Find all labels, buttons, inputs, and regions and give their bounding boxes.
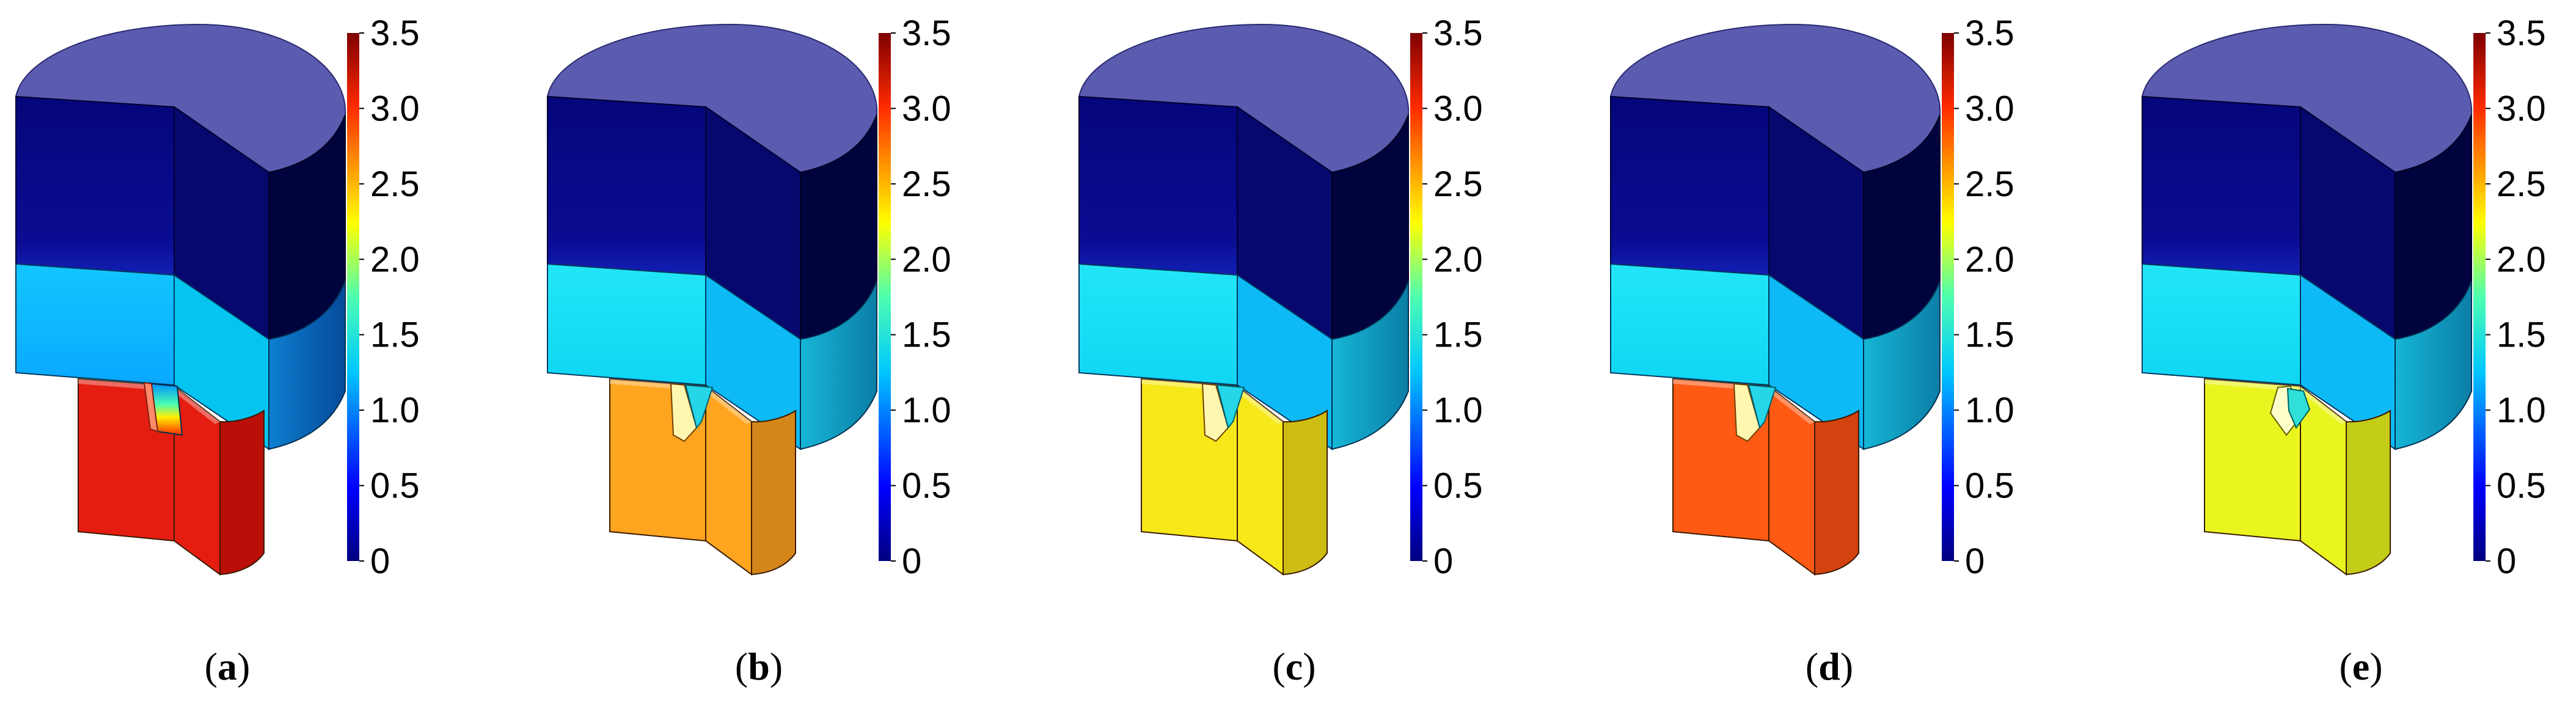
colorbar-tick-label: 3.0 (2497, 89, 2546, 128)
notch-wall (143, 381, 159, 433)
middle-band-front (1078, 263, 1238, 386)
middle-band-front (1610, 263, 1769, 386)
lower-block-curved-side (751, 409, 796, 576)
lower-block-cut-face (174, 384, 221, 576)
panel-d: 3.5 3.0 2.5 2.0 1.5 1.0 0.5 0 (d) (1609, 13, 2014, 688)
colorbar-tick-label: 2.0 (1965, 240, 2014, 279)
panel-letter: a (218, 645, 237, 688)
colorbar-tick-label: 1.5 (1433, 315, 1483, 355)
middle-band-curved-side (1331, 280, 1409, 450)
colorbar-tick-label: 3.0 (370, 89, 420, 128)
colorbar-tick-label: 1.0 (370, 391, 420, 430)
colorbar-tick-label: 3.5 (902, 13, 951, 53)
colorbar (2473, 33, 2486, 561)
colorbar-tick-label: 3.5 (370, 13, 420, 53)
lower-block-curved-side (219, 409, 265, 576)
colorbar-tick-label: 3.0 (1433, 89, 1483, 128)
panel-letter: c (1286, 645, 1303, 688)
colorbar-tick-label: 2.0 (902, 240, 951, 279)
colorbar-tick-label: 1.5 (1965, 315, 2014, 355)
middle-band-curved-side (268, 280, 346, 450)
colorbar-tick-label: 2.5 (1433, 164, 1483, 204)
notch-inner (2286, 387, 2311, 430)
panel-caption: (d) (1806, 645, 1853, 688)
middle-band-curved-side (1863, 280, 1941, 450)
notch-inner (1747, 384, 1777, 430)
colorbar-tick-label: 1.0 (902, 391, 951, 430)
upper-block-front (1078, 95, 1238, 276)
upper-block-front (2142, 95, 2301, 276)
colorbar-tick-label: 1.0 (1433, 391, 1483, 430)
colorbar-tick-label: 0 (1965, 541, 1985, 581)
panel-e: 3.5 3.0 2.5 2.0 1.5 1.0 0.5 0 (e) (2141, 13, 2546, 688)
colorbar-tick-label: 0 (2497, 541, 2516, 581)
panel-letter: d (1818, 645, 1840, 688)
colorbar-tick-label: 0.5 (370, 466, 420, 506)
colorbar (347, 33, 359, 561)
lower-block-curved-side (1814, 409, 1859, 576)
colorbar-tick-label: 3.0 (1965, 89, 2014, 128)
colorbar-tick-label: 2.5 (370, 164, 420, 204)
colorbar-tick-label: 1.5 (370, 315, 420, 355)
panel-c: 3.5 3.0 2.5 2.0 1.5 1.0 0.5 0 (c) (1078, 13, 1483, 688)
notch-cavity (670, 383, 698, 442)
notch-cavity (1201, 383, 1229, 442)
panel-caption: (a) (205, 645, 251, 688)
middle-band-front (2142, 263, 2301, 386)
lower-block-curved-side (2346, 409, 2391, 576)
colorbar-tick-label: 0.5 (2497, 466, 2546, 506)
colorbar-tick-label: 1.0 (1965, 391, 2014, 430)
upper-block-front (15, 95, 175, 276)
colorbar-tick-label: 0 (370, 541, 390, 581)
notch-cavity (1733, 383, 1761, 442)
colorbar-tick-label: 3.5 (1433, 13, 1483, 53)
lower-block-curved-side (1283, 409, 1328, 576)
panel-letter: b (748, 645, 770, 688)
panel-caption: (e) (2339, 645, 2382, 688)
colorbar-tick-label: 0.5 (1965, 466, 2014, 506)
colorbar (1942, 33, 1954, 561)
colorbar-tick-label: 2.5 (902, 164, 951, 204)
middle-band-front (15, 263, 175, 386)
colorbar-tick-label: 0 (902, 541, 921, 581)
colorbar-tick-label: 2.0 (1433, 240, 1483, 279)
colorbar-tick-label: 2.0 (370, 240, 420, 279)
colorbar-tick-label: 2.5 (1965, 164, 2014, 204)
colorbar-tick-label: 3.5 (1965, 13, 2014, 53)
panel-caption: (c) (1272, 645, 1315, 688)
lower-block-cut-face (2300, 384, 2347, 576)
colorbar-tick-label: 1.0 (2497, 391, 2546, 430)
colorbar-tick-label: 2.5 (2497, 164, 2546, 204)
lower-block-cut-face (1237, 384, 1284, 576)
upper-block-front (1610, 95, 1769, 276)
lower-block-cut-face (705, 384, 752, 576)
colorbar-tick-label: 1.5 (2497, 315, 2546, 355)
notch-inner (1216, 384, 1245, 430)
notch-inner (684, 384, 714, 430)
colorbar-tick-label: 1.5 (902, 315, 951, 355)
panel-letter: e (2352, 645, 2369, 688)
colorbar-tick-label: 0.5 (1433, 466, 1483, 506)
colorbar-tick-label: 2.0 (2497, 240, 2546, 279)
colorbar-tick-label: 3.0 (902, 89, 951, 128)
upper-block-front (547, 95, 706, 276)
panel-caption: (b) (735, 645, 783, 688)
panel-a: 3.5 3.0 2.5 2.0 1.5 1.0 0.5 0 (a) (15, 13, 420, 688)
lower-block-top-rim (2205, 379, 2346, 424)
colorbar (879, 33, 891, 561)
middle-band-curved-side (2395, 280, 2472, 450)
middle-band-curved-side (800, 280, 877, 450)
colorbar-tick-label: 3.5 (2497, 13, 2546, 53)
colorbar-tick-label: 0 (1433, 541, 1453, 581)
lower-block-cut-face (1768, 384, 1815, 576)
colorbar-tick-label: 0.5 (902, 466, 951, 506)
panel-b: 3.5 3.0 2.5 2.0 1.5 1.0 0.5 0 (b) (546, 13, 951, 688)
middle-band-front (547, 263, 706, 386)
colorbar (1410, 33, 1422, 561)
